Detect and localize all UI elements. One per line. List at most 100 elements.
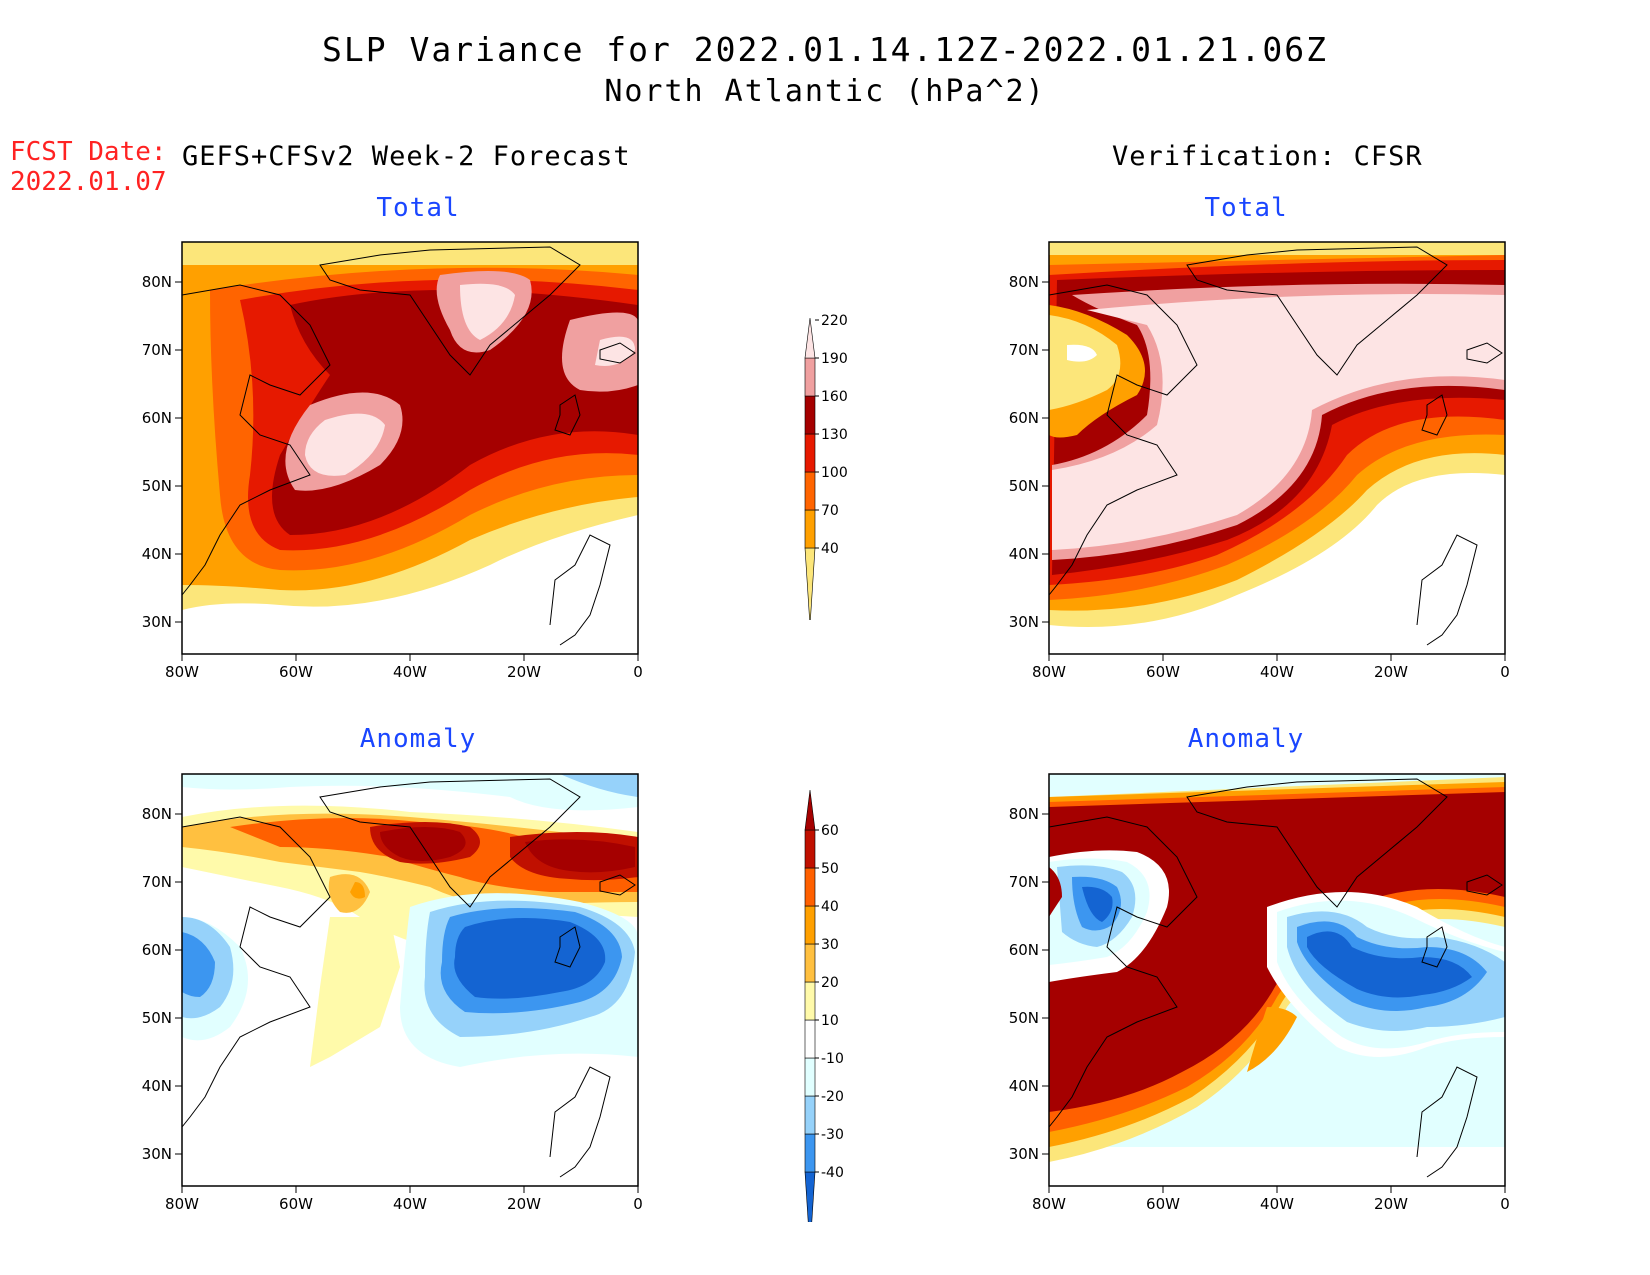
colorbar-anomaly-segment-7 bbox=[804, 905, 816, 945]
svg-text:60W: 60W bbox=[279, 1195, 313, 1213]
svg-text:30N: 30N bbox=[1009, 613, 1039, 631]
colorbar-anomaly-label-4: 10 bbox=[821, 1013, 839, 1029]
colorbar-anomaly-label-5: 20 bbox=[821, 975, 839, 991]
colorbar-anomaly-segment-0 bbox=[804, 1171, 816, 1222]
svg-text:50N: 50N bbox=[142, 1009, 172, 1027]
svg-text:0: 0 bbox=[1500, 663, 1510, 681]
map-verification-total: 80N 70N 60N 50N 40N 30N 80W 60W 40W 20W … bbox=[1009, 241, 1510, 681]
lat-ticks-verification-anomaly: 80N 70N 60N 50N 40N 30N bbox=[1009, 805, 1049, 1163]
svg-text:60N: 60N bbox=[142, 409, 172, 427]
svg-text:70N: 70N bbox=[142, 873, 172, 891]
colorbar-anomaly-label-2: -20 bbox=[821, 1089, 844, 1105]
colorbar-total-label-0: 40 bbox=[821, 541, 839, 557]
colorbar-anomaly-label-3: -10 bbox=[821, 1051, 844, 1067]
svg-text:40N: 40N bbox=[1009, 1077, 1039, 1095]
colorbar-total-segment-4 bbox=[804, 395, 816, 435]
fcst-date-label: FCST Date: bbox=[10, 137, 167, 167]
svg-text:80N: 80N bbox=[142, 805, 172, 823]
svg-text:0: 0 bbox=[1500, 1195, 1510, 1213]
lon-ticks-verification-total: 80W 60W 40W 20W 0 bbox=[1032, 654, 1510, 681]
lat-ticks-forecast-anomaly: 80N 70N 60N 50N 40N 30N bbox=[142, 805, 182, 1163]
colorbar-anomaly-segment-9 bbox=[804, 829, 816, 869]
panel-title-forecast-total: Total bbox=[376, 193, 460, 223]
colorbar-total-label-1: 70 bbox=[821, 503, 839, 519]
colorbar-total-segment-6 bbox=[804, 317, 816, 359]
map-forecast-total: 80N 70N 60N 50N 40N 30N 80W 60W 40W 20W … bbox=[142, 241, 643, 681]
svg-text:20W: 20W bbox=[507, 1195, 541, 1213]
colorbar-anomaly-segment-3 bbox=[804, 1057, 816, 1097]
svg-text:40N: 40N bbox=[142, 545, 172, 563]
colorbar-total-label-2: 100 bbox=[821, 465, 848, 481]
colorbar-anomaly-segment-10 bbox=[804, 789, 816, 831]
colorbar-anomaly-label-8: 50 bbox=[821, 861, 839, 877]
fcst-date-value: 2022.01.07 bbox=[10, 167, 167, 197]
svg-text:40N: 40N bbox=[1009, 545, 1039, 563]
svg-text:70N: 70N bbox=[1009, 873, 1039, 891]
colorbar-total-label-6: 220 bbox=[821, 313, 848, 329]
colorbar-anomaly-label-0: -40 bbox=[821, 1165, 844, 1181]
svg-text:50N: 50N bbox=[1009, 1009, 1039, 1027]
verification-column-title: Verification: CFSR bbox=[1112, 141, 1423, 172]
svg-text:40W: 40W bbox=[393, 1195, 427, 1213]
svg-text:40W: 40W bbox=[393, 663, 427, 681]
panel-title-verification-total: Total bbox=[1204, 193, 1288, 223]
colorbar-anomaly-segment-5 bbox=[804, 981, 816, 1021]
svg-text:0: 0 bbox=[633, 1195, 643, 1213]
svg-text:20W: 20W bbox=[1374, 1195, 1408, 1213]
svg-text:60N: 60N bbox=[1009, 409, 1039, 427]
colorbar-anomaly-segment-2 bbox=[804, 1095, 816, 1135]
panel-title-forecast-anomaly: Anomaly bbox=[359, 724, 477, 754]
svg-text:50N: 50N bbox=[142, 477, 172, 495]
main-subtitle: North Atlantic (hPa^2) bbox=[604, 74, 1046, 109]
svg-text:60W: 60W bbox=[1146, 1195, 1180, 1213]
svg-text:30N: 30N bbox=[1009, 1145, 1039, 1163]
svg-text:30N: 30N bbox=[142, 613, 172, 631]
colorbar-total: 40 70 100 130 160 190 220 bbox=[804, 313, 848, 620]
svg-text:40N: 40N bbox=[142, 1077, 172, 1095]
svg-text:60N: 60N bbox=[142, 941, 172, 959]
svg-text:80W: 80W bbox=[1032, 663, 1066, 681]
svg-text:80N: 80N bbox=[142, 273, 172, 291]
svg-text:20W: 20W bbox=[507, 663, 541, 681]
svg-text:70N: 70N bbox=[142, 341, 172, 359]
svg-text:60N: 60N bbox=[1009, 941, 1039, 959]
colorbar-total-segment-5 bbox=[804, 357, 816, 397]
map-forecast-anomaly: 80N 70N 60N 50N 40N 30N 80W 60W 40W 20W … bbox=[142, 773, 643, 1213]
svg-text:0: 0 bbox=[633, 663, 643, 681]
colorbar-anomaly-segment-1 bbox=[804, 1133, 816, 1173]
colorbar-total-segment-1 bbox=[804, 509, 816, 549]
colorbar-anomaly-segment-6 bbox=[804, 943, 816, 983]
svg-text:80W: 80W bbox=[1032, 1195, 1066, 1213]
colorbar-anomaly-label-7: 40 bbox=[821, 899, 839, 915]
svg-text:20W: 20W bbox=[1374, 663, 1408, 681]
svg-text:80W: 80W bbox=[165, 1195, 199, 1213]
colorbar-anomaly: -40 -30 -20 -10 10 20 30 40 50 60 bbox=[804, 789, 844, 1222]
colorbar-anomaly-label-1: -30 bbox=[821, 1127, 844, 1143]
main-title: SLP Variance for 2022.01.14.12Z-2022.01.… bbox=[322, 30, 1328, 69]
lat-ticks-verification-total: 80N 70N 60N 50N 40N 30N bbox=[1009, 273, 1049, 631]
colorbar-total-segment-2 bbox=[804, 471, 816, 511]
colorbar-anomaly-label-6: 30 bbox=[821, 937, 839, 953]
map-verification-anomaly: 80N 70N 60N 50N 40N 30N 80W 60W 40W 20W … bbox=[1009, 773, 1510, 1213]
colorbar-total-label-5: 190 bbox=[821, 351, 848, 367]
svg-text:70N: 70N bbox=[1009, 341, 1039, 359]
colorbar-anomaly-segment-8 bbox=[804, 867, 816, 907]
colorbar-anomaly-label-9: 60 bbox=[821, 823, 839, 839]
svg-text:60W: 60W bbox=[1146, 663, 1180, 681]
colorbar-total-segment-0 bbox=[804, 547, 816, 620]
colorbar-anomaly-segment-4 bbox=[804, 1019, 816, 1059]
lon-ticks-verification-anomaly: 80W 60W 40W 20W 0 bbox=[1032, 1186, 1510, 1213]
colorbar-total-label-4: 160 bbox=[821, 389, 848, 405]
colorbar-total-segment-3 bbox=[804, 433, 816, 473]
svg-text:80N: 80N bbox=[1009, 805, 1039, 823]
svg-text:50N: 50N bbox=[1009, 477, 1039, 495]
svg-text:40W: 40W bbox=[1260, 1195, 1294, 1213]
forecast-column-title: GEFS+CFSv2 Week-2 Forecast bbox=[182, 141, 631, 172]
lon-ticks-forecast-total: 80W 60W 40W 20W 0 bbox=[165, 654, 643, 681]
lon-ticks-forecast-anomaly: 80W 60W 40W 20W 0 bbox=[165, 1186, 643, 1213]
svg-text:80N: 80N bbox=[1009, 273, 1039, 291]
svg-text:30N: 30N bbox=[142, 1145, 172, 1163]
colorbar-total-label-3: 130 bbox=[821, 427, 848, 443]
svg-text:60W: 60W bbox=[279, 663, 313, 681]
lat-ticks-forecast-total: 80N 70N 60N 50N 40N 30N bbox=[142, 273, 182, 631]
